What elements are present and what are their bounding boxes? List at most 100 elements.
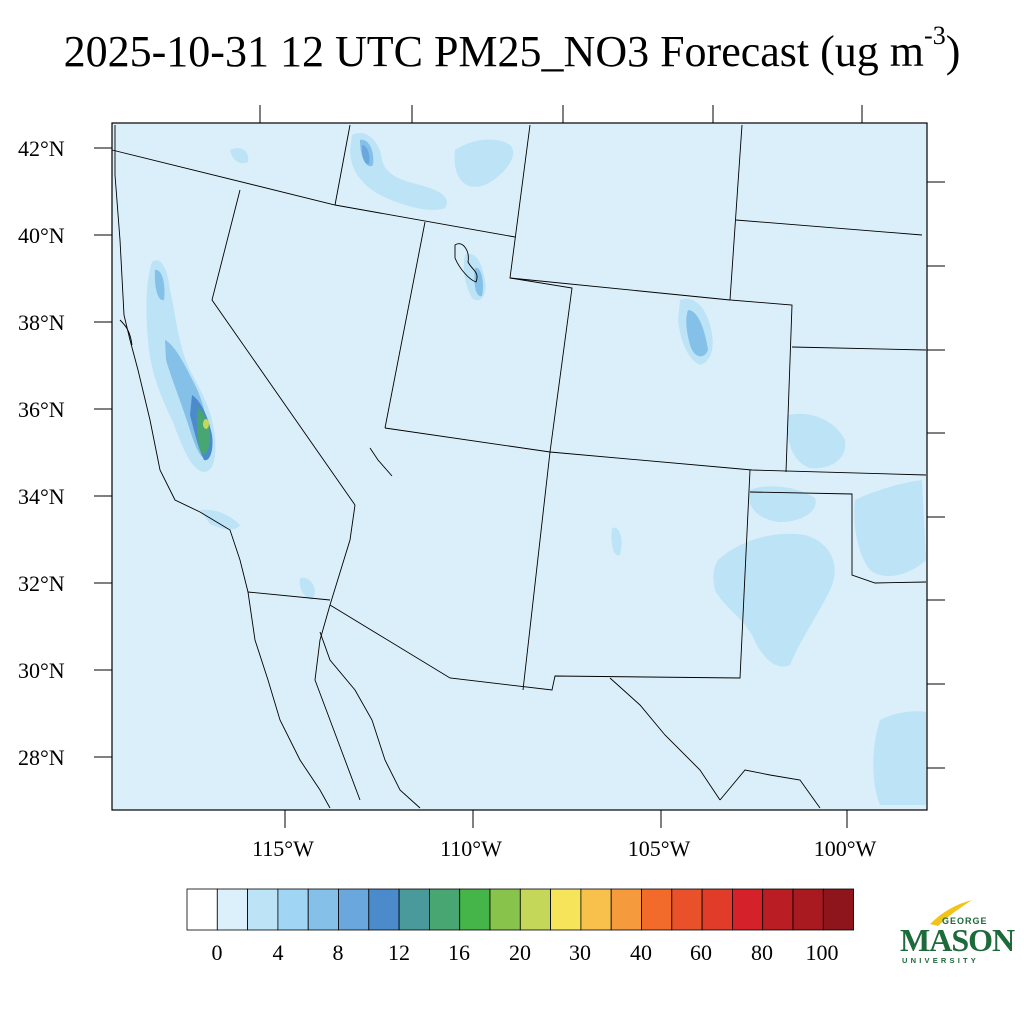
colorbar-box-14 <box>610 888 642 931</box>
colorbar-box-12 <box>550 888 582 931</box>
sf-bay <box>119 319 133 346</box>
colorbar-box-21 <box>822 888 854 931</box>
colorbar-box-16 <box>671 888 703 931</box>
lat-label-32: 32°N <box>18 571 65 596</box>
colorbar-label-40: 40 <box>630 940 652 965</box>
border-or-id <box>334 124 351 206</box>
border-ne-ks <box>791 346 927 351</box>
arizona-sw-patch <box>299 577 315 600</box>
colorbar-label-8: 8 <box>332 940 344 965</box>
george-mason-logo: GEORGE MASON UNIVERSITY <box>900 898 1015 968</box>
rio-grande <box>609 677 721 801</box>
colorbar-label-20: 20 <box>509 940 531 965</box>
concentration-patches-core <box>190 145 370 461</box>
lon-ticks-top <box>259 105 863 123</box>
title-text: 2025-10-31 12 UTC PM25_NO3 Forecast (ug … <box>63 27 925 76</box>
lat-label-42: 42°N <box>18 136 65 161</box>
border-ut-wy-co <box>509 124 573 453</box>
logo-university-text: UNIVERSITY <box>902 956 980 965</box>
lat-label-40: 40°N <box>18 223 65 248</box>
colorbar-box-10 <box>489 888 521 931</box>
sacramento-patch <box>154 269 165 301</box>
lat-label-34: 34°N <box>18 484 65 509</box>
border-nv-ut <box>384 221 426 429</box>
border-ca-az <box>329 504 356 606</box>
west-texas-patch <box>713 533 835 667</box>
denver-patch <box>686 310 708 357</box>
border-tx-ok <box>749 491 927 584</box>
colorbar <box>186 888 854 931</box>
lon-ticks-bottom <box>284 810 848 828</box>
colorbar-label-30: 30 <box>569 940 591 965</box>
border-az-nm <box>522 451 551 691</box>
colorbar-box-8 <box>428 888 461 931</box>
map-background <box>112 123 927 810</box>
colorbar-box-18 <box>732 888 764 931</box>
lat-label-36: 36°N <box>18 397 65 422</box>
colorbar-label-16: 16 <box>448 940 470 965</box>
rio-grande-lower <box>719 769 821 809</box>
colorbar-label-60: 60 <box>690 940 712 965</box>
gulf-coast-patch <box>873 711 926 805</box>
kansas-patch <box>787 413 846 469</box>
colorbar-box-6 <box>368 888 400 931</box>
colorbar-box-2 <box>247 888 279 931</box>
lake-mead <box>369 447 393 477</box>
lat-ticks-right <box>927 181 945 769</box>
border-az-nm-co-ok <box>384 427 927 476</box>
colorbar-box-0 <box>186 888 218 931</box>
lat-label-30: 30°N <box>18 658 65 683</box>
colorbar-box-4 <box>307 888 339 931</box>
lon-label-110w: 110°W <box>440 836 502 861</box>
logo-swoosh-icon <box>930 900 972 926</box>
pacific-coastline <box>114 125 331 809</box>
border-us-mexico-west <box>247 591 331 601</box>
colorbar-box-1 <box>216 888 249 931</box>
idaho-core-patch <box>361 145 370 165</box>
colorbar-label-80: 80 <box>751 940 773 965</box>
new-mexico-patch <box>611 527 622 556</box>
colorbar-box-5 <box>338 888 370 931</box>
lon-label-100w: 100°W <box>813 836 877 861</box>
colorbar-box-19 <box>762 888 794 931</box>
snake-river-patch <box>350 132 448 210</box>
colorbar-label-100: 100 <box>805 940 839 965</box>
lon-label-115w: 115°W <box>252 836 314 861</box>
state-boundaries <box>111 124 927 691</box>
border-sd-ne <box>735 219 923 236</box>
socal-patch <box>200 509 240 530</box>
lat-label-38: 38°N <box>18 310 65 335</box>
oregon-patch <box>230 148 249 164</box>
figure-title: 2025-10-31 12 UTC PM25_NO3 Forecast (ug … <box>0 21 1024 77</box>
coastlines <box>114 125 821 809</box>
colorbar-box-20 <box>792 888 824 931</box>
colorbar-box-13 <box>580 888 612 931</box>
bakersfield-green-patch <box>196 408 210 455</box>
bakersfield-max-patch <box>203 419 209 429</box>
lat-ticks-left <box>94 147 112 758</box>
colorbar-box-7 <box>398 888 430 931</box>
lon-label-105w: 105°W <box>627 836 691 861</box>
colorbar-box-11 <box>519 888 551 931</box>
great-salt-lake <box>454 243 478 283</box>
logo-george-text: GEORGE <box>942 916 988 926</box>
border-wy-co <box>509 277 731 301</box>
title-superscript: -3 <box>924 21 946 51</box>
map-frame <box>111 122 928 811</box>
colorbar-label-4: 4 <box>272 940 284 965</box>
colorbar-box-9 <box>459 888 491 931</box>
border-nm-tx-mexico <box>329 469 751 691</box>
oklahoma-patch <box>854 480 926 577</box>
border-wy-ne-co-ks <box>729 124 793 473</box>
colorbar-box-15 <box>641 888 673 931</box>
gulf-of-california-west <box>314 604 361 801</box>
logo-mason-text: MASON <box>900 922 1015 958</box>
gulf-of-california-east <box>319 631 421 809</box>
panhandle-patch <box>749 486 816 522</box>
colorbar-box-17 <box>701 888 733 931</box>
colorbar-box-3 <box>277 888 309 931</box>
lat-label-28: 28°N <box>18 745 65 770</box>
colorbar-label-12: 12 <box>388 940 410 965</box>
